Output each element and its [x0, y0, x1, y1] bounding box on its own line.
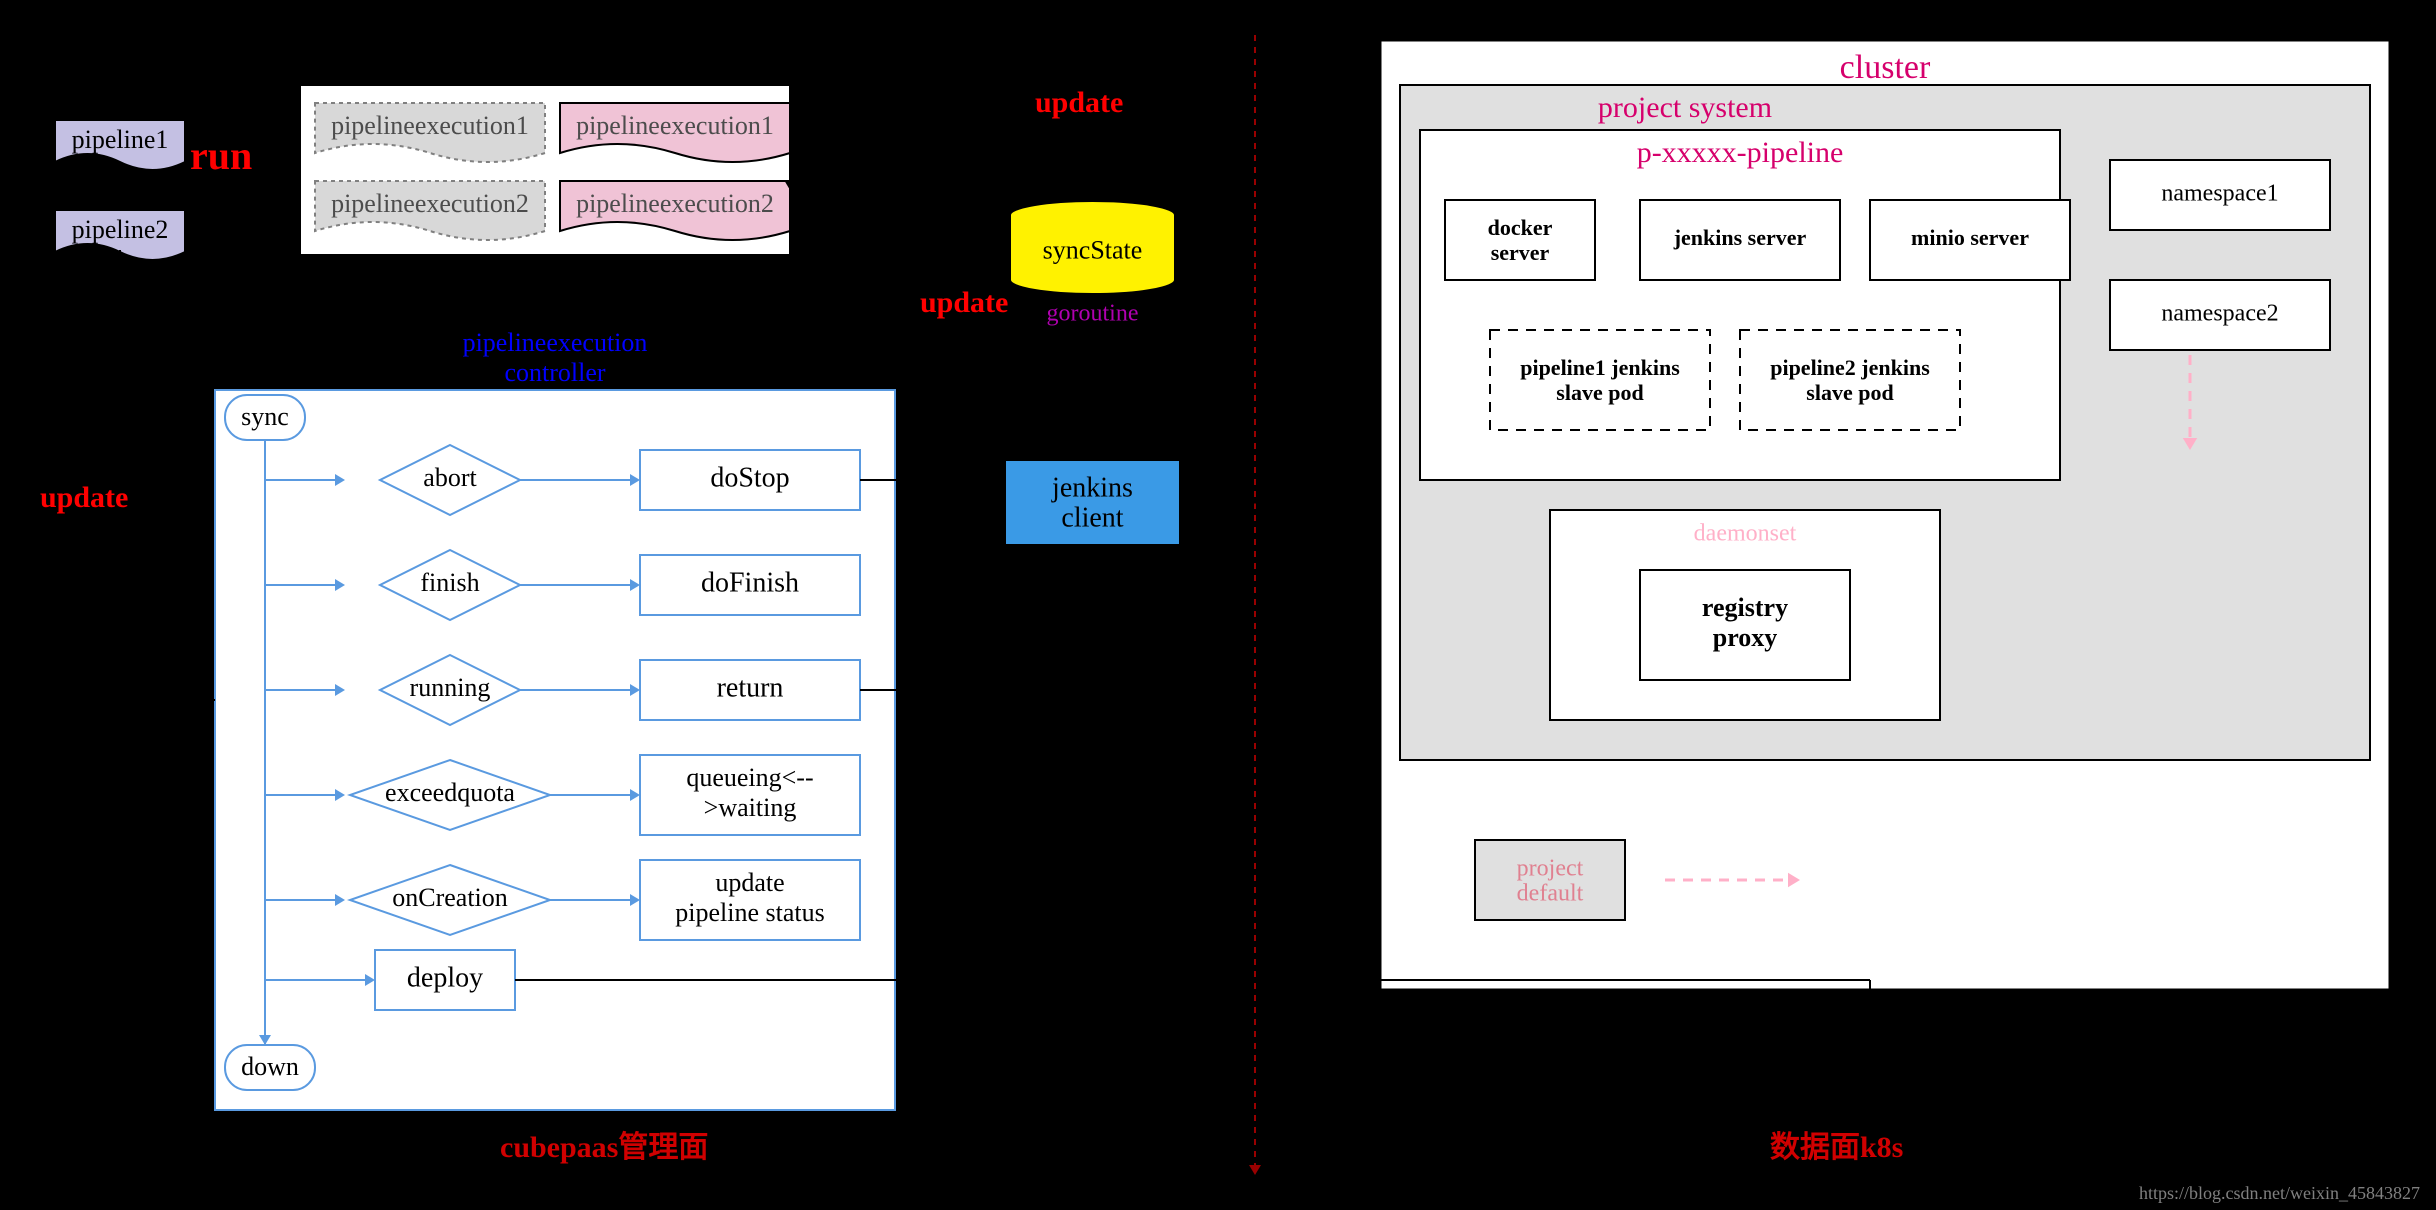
update-mid: update: [920, 286, 1008, 319]
syncstate-bottom: [1010, 280, 1175, 294]
action-label: doStop: [710, 462, 789, 493]
pd-l2: default: [1517, 881, 1584, 907]
arrowhead: [1863, 990, 1877, 1002]
server-l1: minio server: [1911, 225, 2029, 250]
cluster-title: cluster: [1840, 49, 1931, 86]
update-left: update: [40, 481, 128, 514]
action-label: doFinish: [701, 567, 799, 598]
run-label: run: [190, 133, 252, 178]
diamond-label: finish: [420, 568, 479, 597]
action-l2: >waiting: [704, 793, 797, 822]
slave-l1: pipeline2 jenkins: [1770, 355, 1930, 380]
arrowhead: [1087, 450, 1099, 460]
controller-title-1: pipelineexecution: [463, 328, 648, 357]
exec-label: pipelineexecution1: [576, 111, 774, 140]
arrowhead: [1368, 495, 1380, 509]
exec-label: pipelineexecution2: [331, 189, 529, 218]
action-label: return: [717, 672, 784, 703]
deploy-label: deploy: [407, 962, 483, 993]
slave-l2: slave pod: [1556, 380, 1643, 405]
diamond-label: exceedquota: [385, 778, 515, 807]
namespace-label: namespace1: [2161, 181, 2278, 207]
syncstate-label: syncState: [1043, 235, 1143, 264]
slave-l1: pipeline1 jenkins: [1520, 355, 1680, 380]
arrowhead: [114, 255, 126, 265]
exec-label: pipelineexecution1: [331, 111, 529, 140]
sync-label: sync: [241, 402, 289, 431]
pipeline-label: pipeline2: [72, 215, 169, 244]
arrowhead: [1249, 1165, 1261, 1175]
footer-right: 数据面k8s: [1770, 1131, 1903, 1164]
arrowhead: [539, 75, 551, 85]
jenkins-l2: client: [1061, 502, 1123, 533]
action-l2: pipeline status: [675, 898, 824, 927]
registry-l1: registry: [1702, 593, 1788, 622]
daemonset-title: daemonset: [1694, 521, 1797, 547]
footer-left: cubepaas管理面: [500, 1131, 708, 1164]
server-l2: server: [1491, 240, 1550, 265]
diamond-label: abort: [423, 463, 477, 492]
arrowhead: [290, 139, 300, 151]
down-label: down: [241, 1052, 299, 1081]
controller-title-2: controller: [504, 358, 605, 387]
server-l1: jenkins server: [1673, 225, 1807, 250]
diamond-label: running: [410, 673, 491, 702]
jenkins-l1: jenkins: [1051, 472, 1133, 503]
project-system-title: project system: [1598, 91, 1772, 124]
diamond-label: onCreation: [392, 883, 508, 912]
pipeline-box-title: p-xxxxx-pipeline: [1637, 136, 1844, 169]
watermark: https://blog.csdn.net/weixin_45843827: [2139, 1183, 2420, 1203]
namespace-label: namespace2: [2161, 301, 2278, 327]
goroutine-label: goroutine: [1047, 301, 1139, 327]
action-l1: queueing<--: [686, 763, 813, 792]
registry-l2: proxy: [1713, 623, 1778, 652]
arrowhead: [795, 184, 805, 196]
pipeline-label: pipeline1: [72, 125, 169, 154]
action-l1: update: [715, 868, 784, 897]
update-top: update: [1035, 86, 1123, 119]
exec-label: pipelineexecution2: [576, 189, 774, 218]
slave-l2: slave pod: [1806, 380, 1893, 405]
arrowhead: [995, 497, 1005, 509]
pd-l1: project: [1517, 856, 1584, 882]
server-l1: docker: [1488, 215, 1553, 240]
